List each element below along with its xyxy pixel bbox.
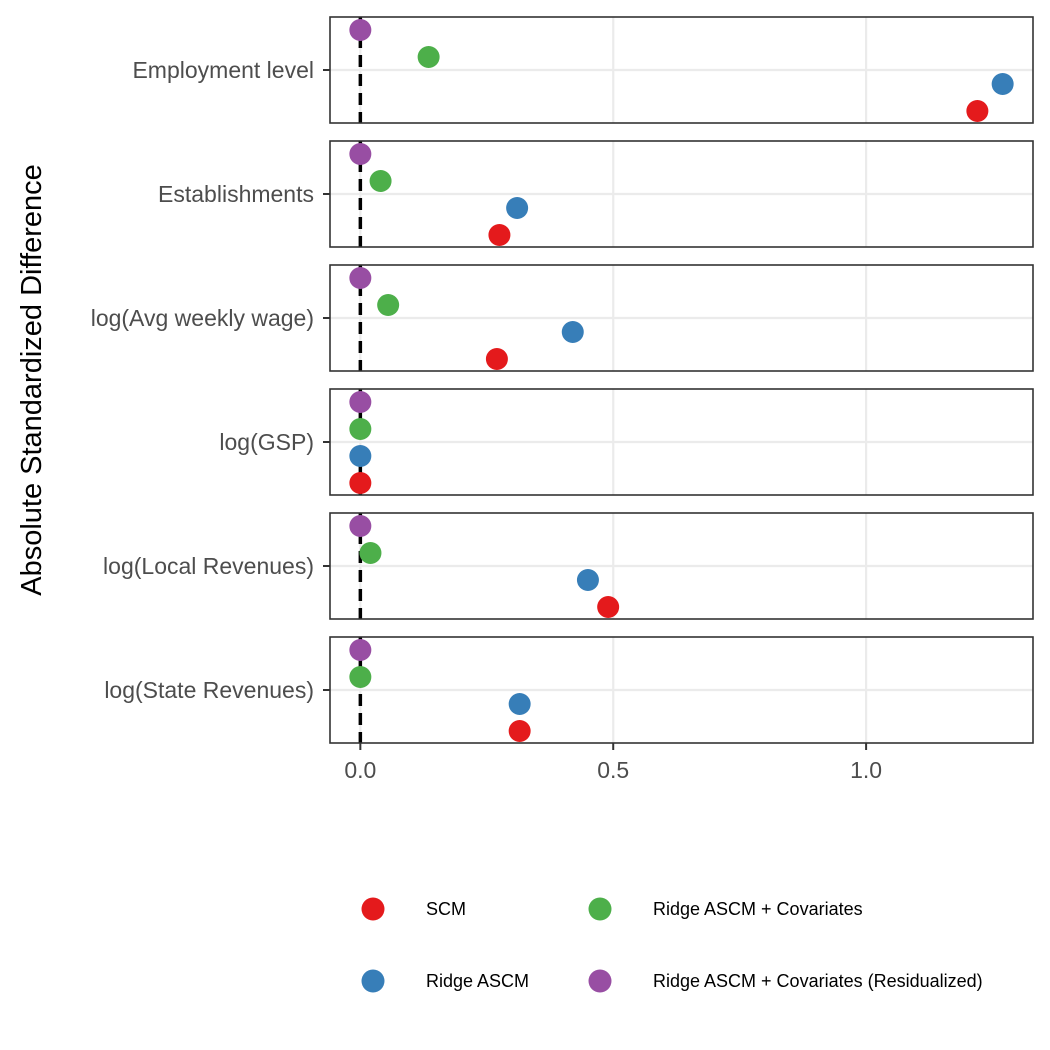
y-tick-label: log(Local Revenues) [103, 553, 314, 579]
x-axis: 0.0 0.5 1.0 [344, 743, 882, 783]
x-tick-label: 0.0 [344, 757, 376, 783]
point-ridge-ascm-covariates-residualized-log-gsp [349, 391, 372, 413]
point-scm-log-state-revenues [508, 720, 531, 742]
point-ridge-ascm-covariates-log-gsp [349, 418, 372, 440]
point-ridge-ascm-log-gsp [349, 445, 372, 467]
point-ridge-ascm-log-avg-weekly-wage [561, 321, 584, 343]
point-ridge-ascm-covariates-log-state-revenues [349, 666, 372, 688]
y-tick-label: log(Avg weekly wage) [91, 305, 314, 331]
y-tick-label: log(State Revenues) [104, 677, 314, 703]
point-ridge-ascm-employment-level [991, 73, 1014, 95]
point-ridge-ascm-covariates-establishments [369, 170, 392, 192]
panel-employment-level: Employment level [132, 16, 1034, 124]
legend-label: SCM [426, 899, 466, 919]
x-tick-label: 0.5 [597, 757, 629, 783]
legend-item-scm: SCM [361, 897, 466, 921]
panel-log-local-revenues: log(Local Revenues) [103, 512, 1034, 620]
point-ridge-ascm-covariates-residualized-log-avg-weekly-wage [349, 267, 372, 289]
y-tick-label: log(GSP) [219, 429, 314, 455]
point-ridge-ascm-covariates-employment-level [417, 46, 440, 68]
point-ridge-ascm-covariates-log-local-revenues [359, 542, 382, 564]
legend-key [588, 969, 612, 993]
legend-item-ridge-ascm-covariates: Ridge ASCM + Covariates [588, 897, 863, 921]
panel-log-avg-weekly-wage: log(Avg weekly wage) [91, 264, 1034, 372]
legend-label: Ridge ASCM + Covariates (Residualized) [653, 971, 983, 991]
panel-log-gsp: log(GSP) [219, 388, 1034, 496]
legend-item-ridge-ascm-covariates-residualized: Ridge ASCM + Covariates (Residualized) [588, 969, 983, 993]
legend-key [361, 897, 385, 921]
point-ridge-ascm-covariates-residualized-employment-level [349, 19, 372, 41]
point-scm-log-avg-weekly-wage [485, 348, 508, 370]
legend-label: Ridge ASCM [426, 971, 529, 991]
point-ridge-ascm-establishments [506, 197, 529, 219]
y-axis-label: Absolute Standardized Difference [16, 164, 48, 596]
point-ridge-ascm-covariates-log-avg-weekly-wage [377, 294, 400, 316]
point-scm-employment-level [966, 100, 989, 122]
panel-log-state-revenues: log(State Revenues) [104, 636, 1034, 744]
legend-key [361, 969, 385, 993]
point-scm-log-gsp [349, 472, 372, 494]
legend-key [588, 897, 612, 921]
y-tick-label: Establishments [158, 181, 314, 207]
point-scm-establishments [488, 224, 511, 246]
point-ridge-ascm-log-state-revenues [508, 693, 531, 715]
legend: SCM Ridge ASCM Ridge ASCM + Covariates Ridg… [361, 897, 983, 993]
x-tick-label: 1.0 [850, 757, 882, 783]
point-ridge-ascm-log-local-revenues [576, 569, 599, 591]
y-tick-label: Employment level [132, 57, 314, 83]
point-ridge-ascm-covariates-residualized-log-local-revenues [349, 515, 372, 537]
legend-item-ridge-ascm: Ridge ASCM [361, 969, 529, 993]
point-ridge-ascm-covariates-residualized-log-state-revenues [349, 639, 372, 661]
point-ridge-ascm-covariates-residualized-establishments [349, 143, 372, 165]
point-scm-log-local-revenues [597, 596, 620, 618]
legend-label: Ridge ASCM + Covariates [653, 899, 863, 919]
panels: Employment level Establishments log(Avg we… [91, 16, 1034, 744]
panel-establishments: Establishments [158, 140, 1034, 248]
